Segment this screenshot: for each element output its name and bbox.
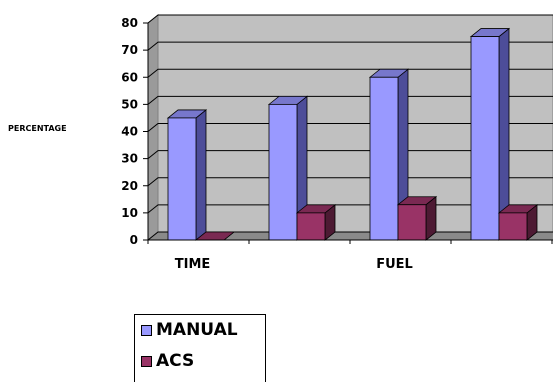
y-tick-label: 40	[121, 125, 138, 139]
x-tick-label: FUEL	[376, 257, 413, 272]
bar-front	[369, 76, 399, 241]
bar-manual	[469, 27, 511, 241]
legend: MANUAL ACS	[134, 314, 266, 382]
y-tick-label: 10	[121, 206, 138, 220]
bar-manual	[267, 95, 309, 241]
bar-acs	[396, 195, 438, 241]
y-tick-label: 70	[121, 43, 138, 57]
gridline	[147, 150, 553, 160]
y-tick-label: 80	[121, 16, 138, 30]
gridline	[147, 68, 553, 78]
legend-swatch-manual	[141, 324, 152, 336]
x-tick-label: TIME	[175, 257, 211, 272]
bar-manual	[368, 68, 410, 241]
legend-item-acs: ACS	[141, 351, 194, 371]
y-axis: 0 10 20 30 40 50 60 70 80	[121, 16, 149, 247]
bar-front	[470, 36, 500, 241]
legend-label-acs: ACS	[156, 351, 195, 371]
bars	[166, 27, 539, 241]
gridline	[147, 41, 553, 51]
bar-acs	[497, 204, 539, 241]
legend-swatch-acs	[141, 355, 152, 367]
legend-item-manual: MANUAL	[141, 320, 238, 340]
gridline	[147, 14, 553, 24]
y-tick-label: 20	[121, 179, 138, 193]
gridline	[147, 123, 553, 132]
legend-label-manual: MANUAL	[156, 320, 238, 340]
gridline	[147, 95, 553, 105]
bar-side	[195, 109, 207, 241]
y-tick-label: 50	[121, 97, 138, 111]
bar-front	[167, 117, 197, 241]
y-axis-label: PERCENTAGE	[8, 124, 67, 133]
x-axis: TIME FUEL	[147, 239, 553, 272]
bar-front	[296, 212, 326, 241]
y-tick-label: 30	[121, 152, 138, 166]
y-tick-label: 0	[130, 233, 138, 247]
bar-manual	[166, 109, 208, 241]
bar-front	[397, 204, 427, 241]
gridline	[147, 177, 553, 187]
bar-front	[268, 103, 298, 241]
floor	[148, 232, 553, 240]
y-tick-label: 60	[121, 70, 138, 84]
bar-front	[498, 212, 528, 241]
bar-acs	[295, 204, 337, 241]
